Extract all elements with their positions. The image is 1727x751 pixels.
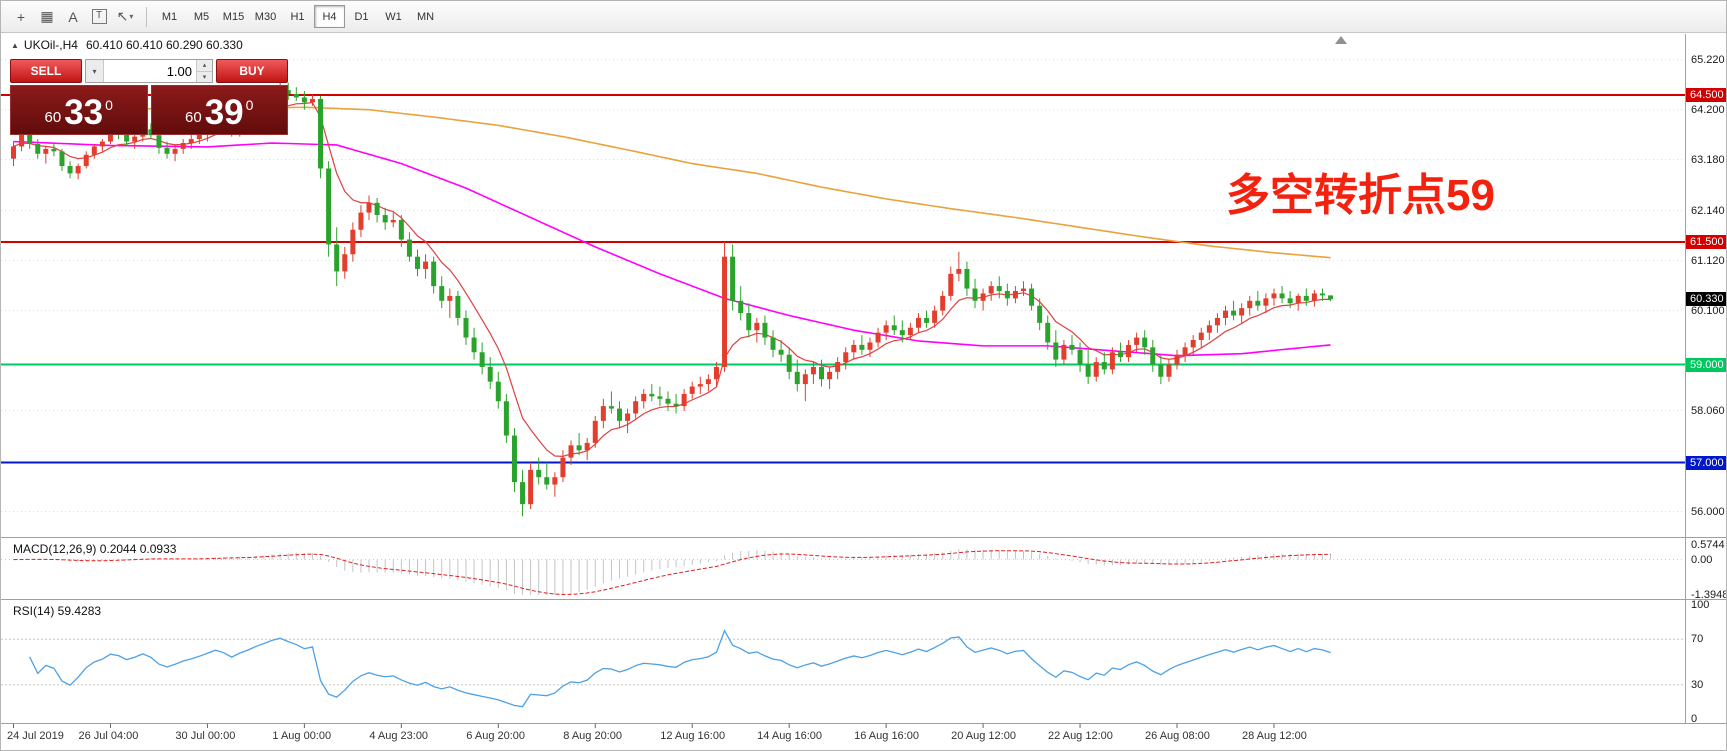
- volume-spinner[interactable]: ▴ ▾: [196, 60, 212, 82]
- volume-down-icon[interactable]: ▾: [197, 71, 212, 82]
- buy-price-big: 39: [204, 93, 244, 132]
- toolbar-icons: + ▦ A T ↖ ▾: [9, 6, 139, 28]
- price-axis-label: 56.000: [1691, 505, 1725, 518]
- timeframe-button-m15[interactable]: M15: [222, 10, 245, 23]
- time-axis-label: 12 Aug 16:00: [660, 730, 726, 742]
- sell-button[interactable]: SELL: [10, 59, 82, 83]
- volume-control[interactable]: ▾ 1.00 ▴ ▾: [85, 59, 213, 83]
- chart-title: ▲ UKOil-,H4 60.410 60.410 60.290 60.330: [11, 38, 243, 52]
- timeframe-button-h1[interactable]: H1: [290, 10, 305, 23]
- macd-axis-label: 0.00: [1691, 553, 1713, 566]
- price-axis-label: 63.180: [1691, 153, 1725, 166]
- macd-indicator-title: MACD(12,26,9) 0.2044 0.0933: [13, 542, 177, 556]
- price-axis-label: 64.200: [1691, 103, 1725, 116]
- timeframe-button-w1[interactable]: W1: [385, 10, 402, 23]
- sell-price-sup: 0: [105, 97, 113, 113]
- macd-axis-label: -1.3948: [1691, 589, 1727, 601]
- sell-price-big: 33: [64, 93, 104, 132]
- price-line-badge: 61.500: [1686, 235, 1726, 249]
- buy-button[interactable]: BUY: [216, 59, 288, 83]
- price-axis-label: 62.140: [1691, 204, 1725, 217]
- time-axis-label: 30 Jul 00:00: [175, 730, 236, 742]
- time-axis-label: 22 Aug 12:00: [1048, 730, 1113, 742]
- shift-marker-icon: [1335, 36, 1347, 44]
- one-click-trading-panel: SELL ▾ 1.00 ▴ ▾ BUY 60 33 0 60 39 0: [10, 59, 288, 135]
- rsi-axis-label: 100: [1691, 599, 1710, 611]
- chart-annotation-text[interactable]: 多空转折点59: [1226, 171, 1495, 220]
- indicators-dropdown-icon[interactable]: ↖ ▾: [116, 8, 134, 24]
- volume-up-icon[interactable]: ▴: [197, 60, 212, 72]
- grid-icon[interactable]: ▦: [40, 8, 54, 24]
- price-line-badge: 57.000: [1686, 455, 1726, 470]
- buy-price-sup: 0: [245, 97, 254, 113]
- time-axis-label: 26 Jul 04:00: [78, 730, 139, 742]
- time-axis-label: 26 Aug 08:00: [1145, 730, 1210, 742]
- timeframe-button-d1[interactable]: D1: [354, 10, 369, 23]
- macd-axis-label: 0.5744: [1691, 539, 1725, 551]
- price-axis-label: 61.120: [1691, 254, 1725, 267]
- timeframe-button-h4[interactable]: H4: [314, 5, 345, 28]
- time-axis-label: 6 Aug 20:00: [466, 730, 526, 742]
- time-axis-label: 1 Aug 00:00: [272, 730, 332, 742]
- toolbar-separator: [146, 6, 147, 27]
- symbol-period-label: UKOil-,H4: [23, 38, 78, 52]
- price-axis-label: 65.220: [1691, 53, 1725, 66]
- volume-value[interactable]: 1.00: [166, 63, 192, 79]
- rsi-indicator-title: RSI(14) 59.4283: [13, 604, 102, 618]
- rsi-axis-label: 70: [1691, 633, 1704, 646]
- time-axis-label: 16 Aug 16:00: [854, 730, 919, 742]
- timeframe-button-mn[interactable]: MN: [416, 10, 435, 23]
- toolbar: + ▦ A T ↖ ▾ M1 M5 M15 M30 H1 H4 D1 W1 MN: [1, 1, 1726, 33]
- timeframe-button-m30[interactable]: M30: [254, 10, 277, 23]
- text-box-icon[interactable]: T: [87, 6, 111, 28]
- macd-signal-line: [13, 550, 1331, 595]
- time-axis-label: 24 Jul 2019: [7, 730, 64, 742]
- rsi-line: [29, 629, 1331, 708]
- crosshair-icon[interactable]: +: [16, 8, 26, 25]
- timeframe-buttons: M1 M5 M15 M30 H1 H4 D1 W1 MN: [154, 5, 442, 28]
- sell-price-small: 60: [44, 109, 62, 126]
- main-chart-panel: [1, 59, 1685, 517]
- ma-fast-line: [13, 101, 1331, 457]
- price-line-badge: 64.500: [1686, 88, 1726, 102]
- candlesticks: [11, 79, 1334, 517]
- buy-price-display[interactable]: 60 39 0: [150, 85, 288, 135]
- time-axis-label: 28 Aug 12:00: [1241, 730, 1307, 742]
- current-price-badge: 60.330: [1686, 292, 1726, 307]
- time-axis-label: 20 Aug 12:00: [951, 730, 1016, 742]
- rsi-axis-label: 0: [1691, 713, 1698, 725]
- price-line-badge: 59.000: [1686, 357, 1726, 372]
- time-axis-label: 4 Aug 23:00: [369, 730, 429, 742]
- sell-price-display[interactable]: 60 33 0: [10, 85, 148, 135]
- rsi-axis-label: 30: [1691, 678, 1704, 691]
- time-axis-label: 14 Aug 16:00: [757, 730, 823, 742]
- volume-dropdown-icon[interactable]: ▾: [86, 60, 104, 82]
- buy-price-small: 60: [185, 109, 202, 126]
- timeframe-button-m5[interactable]: M5: [193, 10, 210, 23]
- one-click-collapse-icon[interactable]: ▲: [11, 40, 19, 50]
- rsi-panel: [1, 629, 1685, 708]
- price-axis-label: 58.060: [1691, 404, 1725, 417]
- price-axis-label: 60.100: [1691, 304, 1725, 317]
- ohlc-values: 60.410 60.410 60.290 60.330: [85, 38, 243, 52]
- text-label-icon[interactable]: A: [68, 8, 78, 25]
- macd-panel: [1, 549, 1685, 595]
- time-axis-label: 8 Aug 20:00: [563, 730, 622, 742]
- timeframe-button-m1[interactable]: M1: [161, 10, 178, 23]
- ma-mid-line: [13, 140, 1331, 357]
